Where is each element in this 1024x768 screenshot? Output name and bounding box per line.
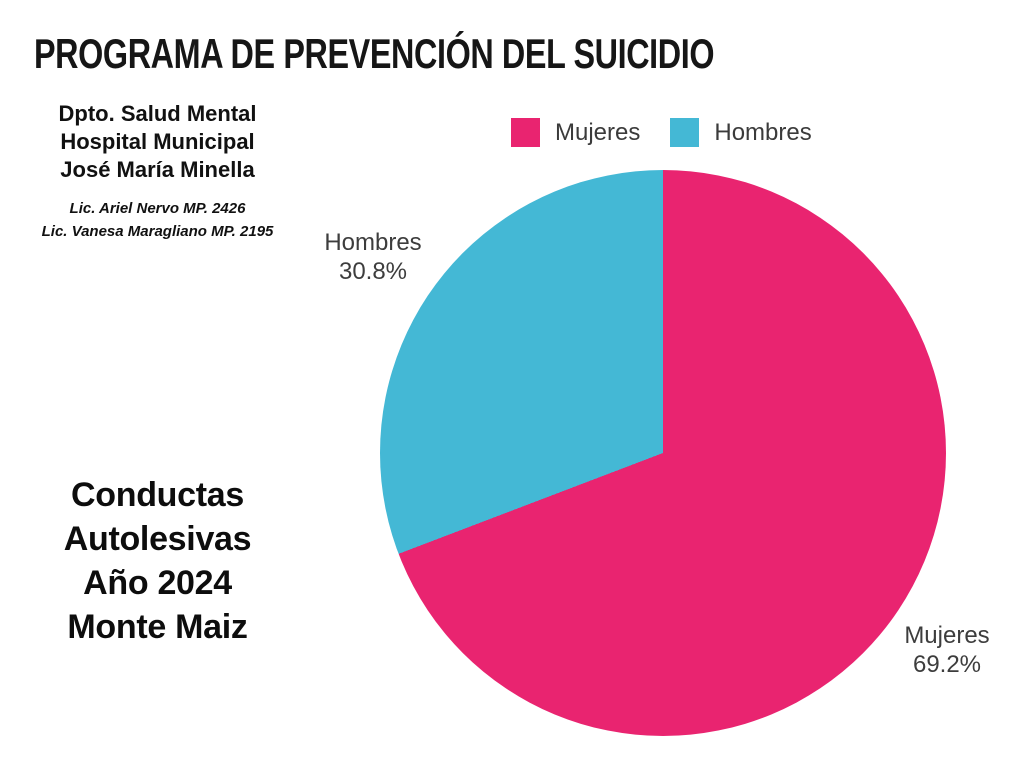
credit-line-2: Lic. Vanesa Maragliano MP. 2195 — [41, 223, 274, 240]
caption-line-1: Conductas — [71, 476, 244, 514]
caption-line-2: Autolesivas — [63, 520, 252, 558]
pie-label-mujeres-name: Mujeres — [904, 622, 990, 649]
pie-label-mujeres: Mujeres 69.2% — [877, 621, 1017, 679]
legend-item-hombres: Hombres — [670, 118, 812, 147]
caption-line-3: Año 2024 — [83, 564, 232, 602]
pie-label-hombres-pct: 30.8% — [338, 258, 408, 285]
page-title: PROGRAMA DE PREVENCIÓN DEL SUICIDIO — [34, 30, 715, 77]
caption-line-4: Monte Maiz — [67, 608, 248, 646]
department-line-3: José María Minella — [60, 157, 255, 182]
pie-chart — [380, 170, 946, 736]
department-line-1: Dpto. Salud Mental — [58, 101, 257, 126]
report-caption: Conductas Autolesivas Año 2024 Monte Mai… — [15, 473, 300, 649]
credits-block: Lic. Ariel Nervo MP. 2426 Lic. Vanesa Ma… — [15, 197, 300, 243]
legend-swatch-mujeres — [511, 118, 540, 147]
department-block: Dpto. Salud Mental Hospital Municipal Jo… — [15, 100, 300, 243]
pie-label-hombres: Hombres 30.8% — [303, 228, 443, 286]
legend-item-mujeres: Mujeres — [511, 118, 640, 147]
legend-label-mujeres: Mujeres — [555, 119, 641, 146]
chart-legend: Mujeres Hombres — [511, 118, 812, 147]
legend-label-hombres: Hombres — [714, 119, 812, 146]
legend-swatch-hombres — [670, 118, 700, 147]
department-line-2: Hospital Municipal — [60, 129, 255, 154]
credit-line-1: Lic. Ariel Nervo MP. 2426 — [69, 200, 246, 217]
pie-label-mujeres-pct: 69.2% — [912, 651, 982, 678]
pie-label-hombres-name: Hombres — [324, 229, 422, 256]
